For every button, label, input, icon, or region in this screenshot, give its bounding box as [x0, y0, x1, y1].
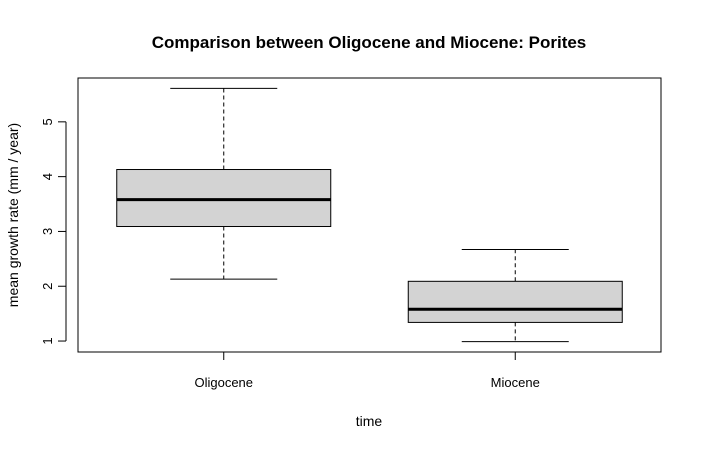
y-tick-label: 3: [40, 228, 55, 235]
x-tick-label: Miocene: [491, 375, 540, 390]
x-tick-label: Oligocene: [194, 375, 253, 390]
y-tick-label: 4: [40, 173, 55, 180]
y-tick-label: 5: [40, 118, 55, 125]
x-axis: Oligocene Miocene: [194, 351, 540, 390]
box-oligocene: [116, 87, 332, 280]
box-miocene: [407, 249, 623, 343]
interquartile-box: [116, 169, 332, 228]
y-axis-label: mean growth rate (mm / year): [5, 123, 21, 307]
y-tick-label: 1: [40, 337, 55, 344]
interquartile-box: [407, 280, 623, 323]
box-series: [116, 87, 623, 343]
y-tick-label: 2: [40, 283, 55, 290]
y-axis: 1 2 3 4 5: [40, 118, 67, 345]
chart-title: Comparison between Oligocene and Miocene…: [152, 33, 587, 52]
x-axis-label: time: [356, 413, 383, 429]
